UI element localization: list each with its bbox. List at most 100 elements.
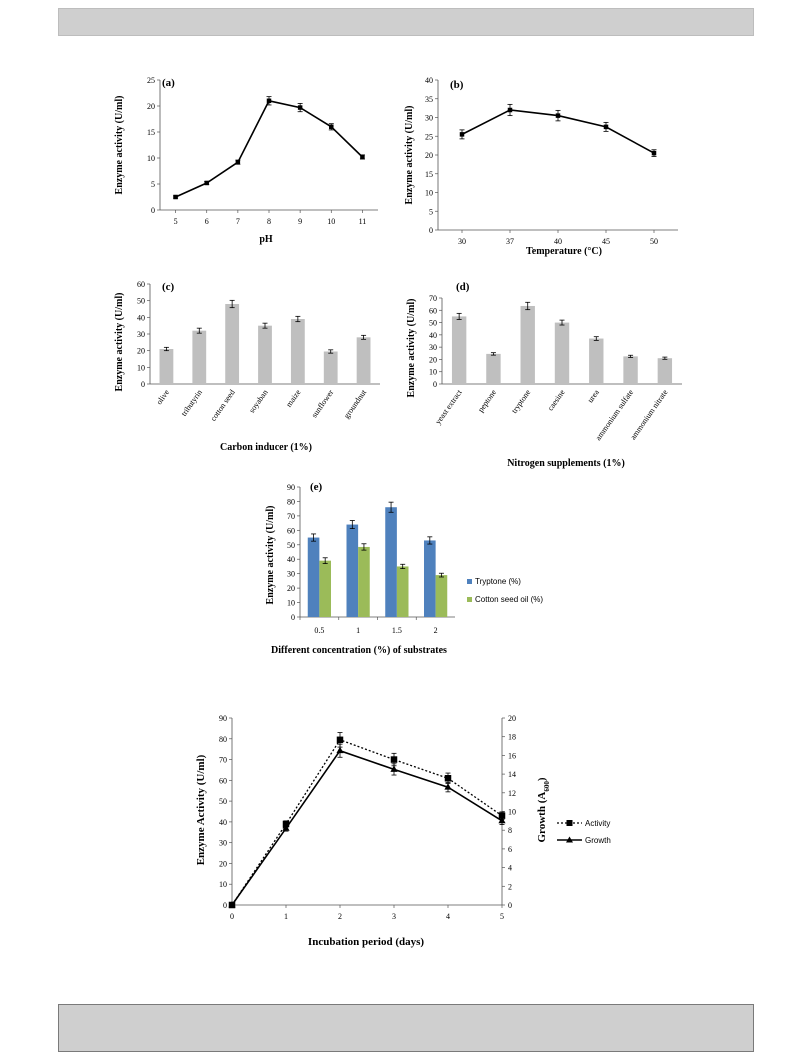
x-axis-label-e: Different concentration (%) of substrate… xyxy=(271,645,447,656)
y-c-tick-label: 0 xyxy=(141,380,145,389)
y-e-tick-label: 10 xyxy=(287,599,295,608)
x-axis-label-c: Carbon inducer (1%) xyxy=(220,442,312,453)
y-b-tick-label: 5 xyxy=(429,207,433,216)
bar-c-sunflower xyxy=(323,351,338,384)
x-a-tick-label: 10 xyxy=(327,217,335,226)
x-a-tick-label: 8 xyxy=(267,217,271,226)
x-c-tick-label: tributyrin xyxy=(179,388,204,418)
data-point-a-series xyxy=(360,154,365,160)
y-c-tick-label: 40 xyxy=(137,313,145,322)
x-d-tick-label: urea xyxy=(586,388,602,405)
x-c-tick-label: soyaban xyxy=(247,388,269,415)
y-b-tick-label: 20 xyxy=(425,151,433,160)
bar-c-cotton-seed xyxy=(225,304,240,384)
legend-label-activity: Activity xyxy=(585,819,610,828)
x-f-tick-label: 3 xyxy=(392,912,396,921)
bottom-footer-band xyxy=(58,1004,754,1052)
chart-e: 0 10 20 30 40 50 60 70 80 90 0.5 1 1.5 2 (e) Differen… xyxy=(265,481,543,656)
y-d-tick-label: 70 xyxy=(429,294,437,303)
legend-swatch-cotton-seed-oil xyxy=(467,597,472,602)
x-f-tick-label: 4 xyxy=(446,912,450,921)
y2-f-tick-label: 10 xyxy=(508,808,516,817)
panel-label-c: (c) xyxy=(162,281,175,293)
x-c-tick-label: groundnut xyxy=(342,387,369,420)
y-f-tick-label: 0 xyxy=(223,901,227,910)
y2-f-tick-label: 6 xyxy=(508,845,512,854)
chart-d: 0 10 20 30 40 50 60 70 yeast extract peptone trypt… xyxy=(406,281,682,469)
x-axis-label-f: Incubation period (days) xyxy=(308,936,424,948)
y-a-tick-label: 5 xyxy=(151,180,155,189)
x-e-tick-label: 2 xyxy=(434,626,438,635)
y-d-tick-label: 50 xyxy=(429,319,437,328)
x-a-tick-label: 11 xyxy=(359,217,367,226)
data-point-f-growth xyxy=(390,765,398,772)
y-e-tick-label: 30 xyxy=(287,570,295,579)
y-axis-label-a: Enzyme activity (U/ml) xyxy=(114,96,125,195)
bar-e-cotton-seed-oil xyxy=(396,566,409,617)
bar-e-cotton-seed-oil xyxy=(319,560,331,617)
bar-e-cotton-seed-oil xyxy=(435,575,448,617)
x-f-tick-label: 1 xyxy=(284,912,288,921)
bar-d-ammonium-nitrate xyxy=(657,358,673,384)
bar-d-urea xyxy=(589,338,604,384)
y-c-tick-label: 60 xyxy=(137,280,145,289)
x-c-tick-label: sunflower xyxy=(310,388,336,420)
y-d-tick-label: 20 xyxy=(429,355,437,364)
top-header-band xyxy=(58,8,754,36)
y2-f-tick-label: 8 xyxy=(508,826,512,835)
x-axis-label-b: Temperature (°C) xyxy=(526,246,602,257)
bar-c-groundnut xyxy=(356,337,371,384)
bar-e-cotton-seed-oil xyxy=(358,546,370,617)
y-f-tick-label: 60 xyxy=(219,776,227,785)
x-f-tick-label: 5 xyxy=(500,912,504,921)
y-e-tick-label: 40 xyxy=(287,555,295,564)
x-a-tick-label: 6 xyxy=(205,217,209,226)
panel-label-e: (e) xyxy=(310,481,323,493)
y-f-tick-label: 10 xyxy=(219,880,227,889)
y-b-tick-label: 40 xyxy=(425,76,433,85)
y2-f-tick-label: 4 xyxy=(508,864,512,873)
y2-axis-label-f: Growth (A600) xyxy=(536,777,551,842)
data-point-a-series xyxy=(329,124,334,130)
y-c-tick-label: 50 xyxy=(137,297,145,306)
y2-f-tick-label: 18 xyxy=(508,733,516,742)
x-c-tick-label: cotton seed xyxy=(209,388,237,423)
x-c-tick-label: maize xyxy=(284,388,303,409)
x-d-tick-label: peptone xyxy=(476,388,498,414)
data-point-b-series xyxy=(651,150,657,156)
y-axis-label-e: Enzyme activity (U/ml) xyxy=(265,506,276,605)
bar-e-tryptone xyxy=(346,524,359,617)
line-a-series xyxy=(175,99,363,198)
legend-f: Activity Growth xyxy=(557,819,611,845)
x-b-tick-label: 50 xyxy=(650,237,658,246)
x-axis-label-a: pH xyxy=(259,234,273,245)
data-point-f-activity xyxy=(282,820,290,828)
data-point-f-activity xyxy=(498,812,506,819)
y-d-tick-label: 30 xyxy=(429,343,437,352)
line-f-activity xyxy=(231,739,503,906)
y-a-tick-label: 25 xyxy=(147,76,155,85)
y-e-tick-label: 0 xyxy=(291,613,295,622)
y-a-tick-label: 15 xyxy=(147,128,155,137)
y-f-tick-label: 30 xyxy=(219,839,227,848)
y-a-tick-label: 0 xyxy=(151,206,155,215)
y-axis-label-d: Enzyme activity (U/ml) xyxy=(406,299,417,398)
y-b-tick-label: 25 xyxy=(425,132,433,141)
bar-d-caesine xyxy=(554,322,570,384)
data-point-a-series xyxy=(204,180,209,186)
data-point-f-activity xyxy=(390,756,398,763)
y-c-tick-label: 10 xyxy=(137,363,145,372)
y-e-tick-label: 50 xyxy=(287,541,295,550)
y-f-tick-label: 50 xyxy=(219,797,227,806)
chart-c: 0 10 20 30 40 50 60 olive tributyrin cotton seed s… xyxy=(114,280,380,453)
x-d-tick-label: caesine xyxy=(546,388,567,413)
bar-e-tryptone xyxy=(385,507,397,617)
data-point-a-series xyxy=(235,159,241,165)
y-a-tick-label: 20 xyxy=(147,102,155,111)
data-point-b-series xyxy=(507,107,513,113)
data-point-b-series xyxy=(459,132,465,137)
y-b-tick-label: 35 xyxy=(425,95,433,104)
bar-d-ammonium-sulfate xyxy=(623,356,638,384)
y-e-tick-label: 20 xyxy=(287,584,295,593)
